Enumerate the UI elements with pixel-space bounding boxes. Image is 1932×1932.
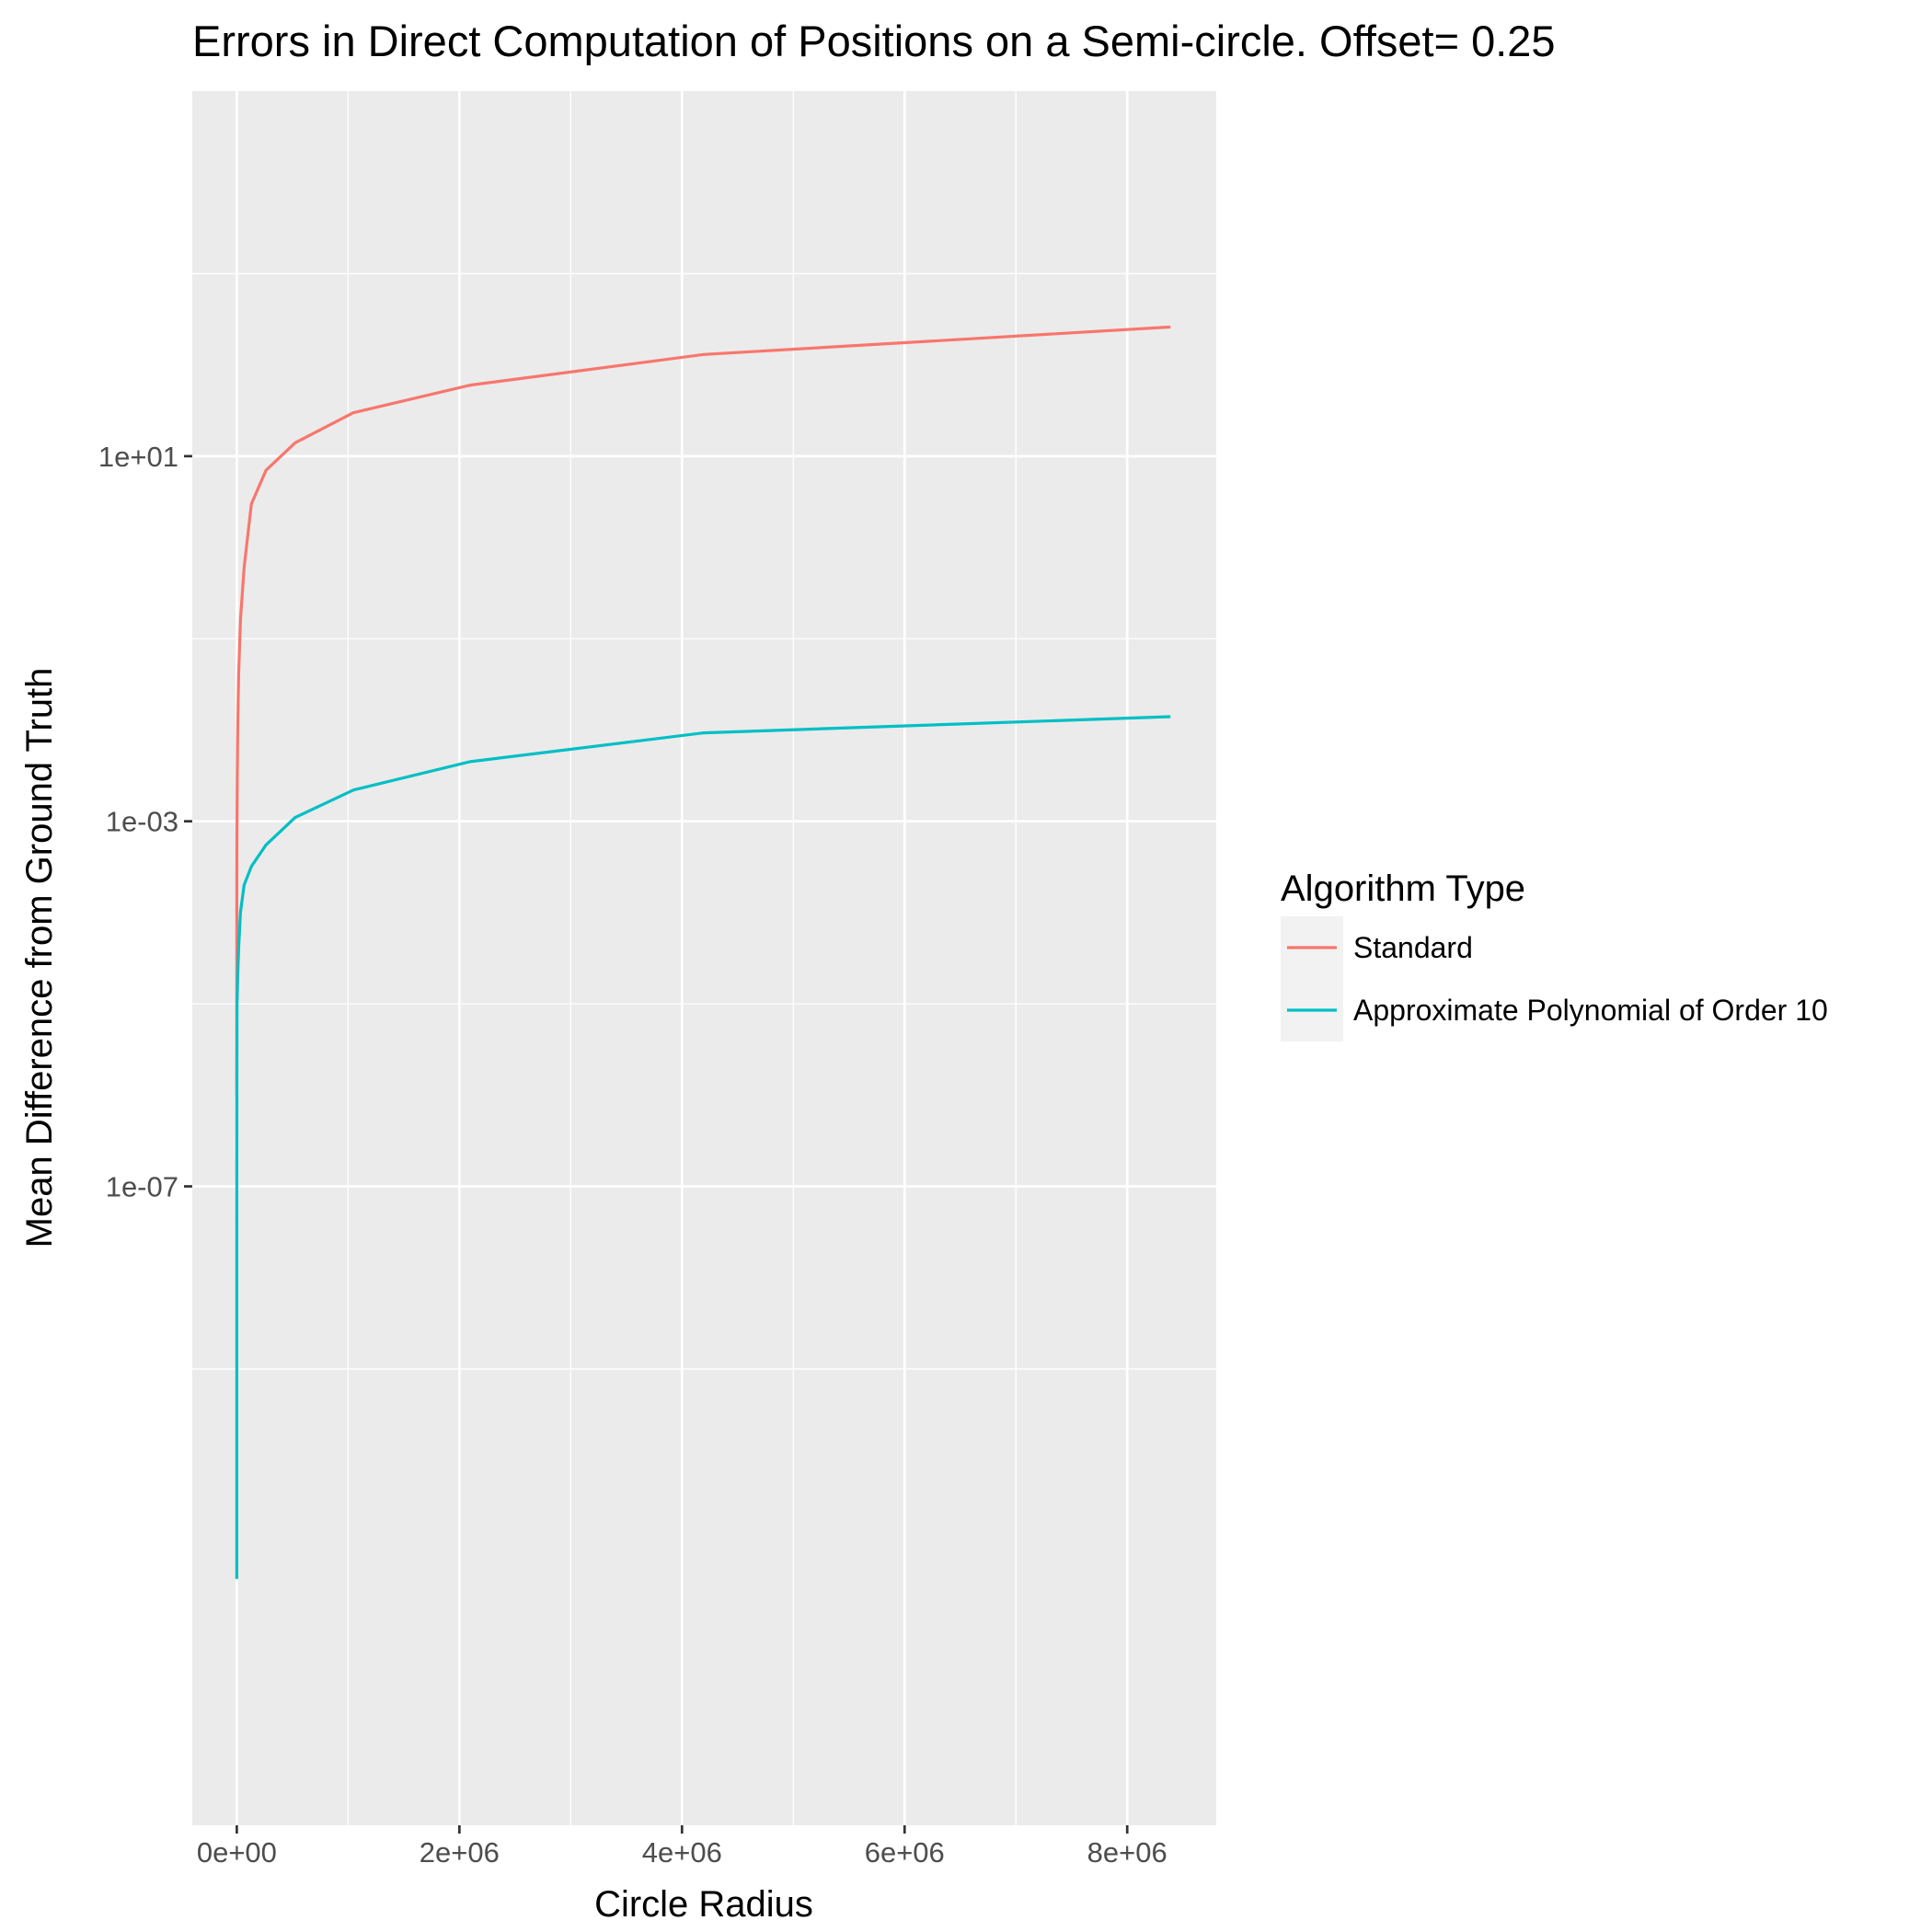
x-axis-title: Circle Radius (594, 1884, 813, 1925)
y-tick-label: 1e+01 (98, 441, 178, 473)
y-axis: 1e-07 1e-03 1e+01 (98, 441, 192, 1203)
y-tick-label: 1e-07 (106, 1171, 178, 1203)
y-axis-title: Mean Difference from Ground Truth (19, 668, 60, 1248)
x-tick-label: 4e+06 (642, 1836, 722, 1869)
y-tick-label: 1e-03 (106, 806, 178, 838)
legend: Algorithm Type Standard Approximate Polyn… (1281, 868, 1828, 1041)
x-axis: 0e+00 2e+06 4e+06 6e+06 8e+06 (197, 1825, 1167, 1869)
plot-panel (192, 91, 1216, 1825)
x-tick-label: 2e+06 (420, 1836, 500, 1869)
chart-title: Errors in Direct Computation of Position… (192, 17, 1556, 65)
x-tick-label: 8e+06 (1087, 1836, 1167, 1869)
x-tick-label: 6e+06 (865, 1836, 945, 1869)
grid-major (192, 91, 1216, 1825)
series-line-2 (235, 715, 1171, 1580)
legend-items: Standard Approximate Polynomial of Order … (1281, 916, 1828, 1041)
legend-label: Standard (1353, 931, 1473, 964)
x-tick-label: 0e+00 (197, 1836, 277, 1869)
grid-minor (192, 91, 1216, 1825)
legend-label: Approximate Polynomial of Order 10 (1353, 994, 1828, 1027)
legend-title: Algorithm Type (1281, 868, 1525, 909)
series-layer (235, 325, 1171, 1580)
